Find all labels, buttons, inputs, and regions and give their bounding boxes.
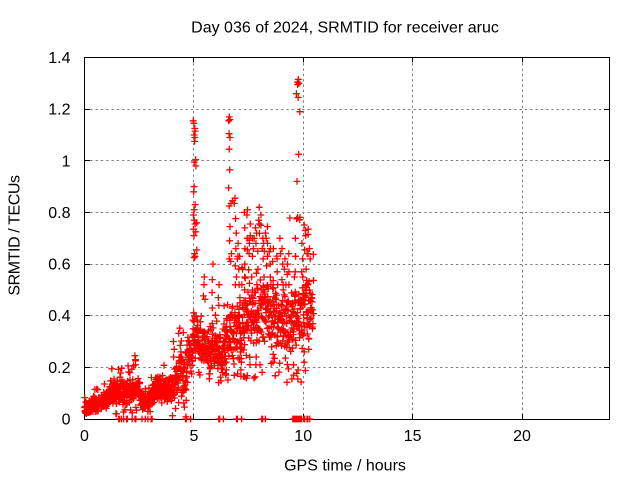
svg-text:0.2: 0.2 <box>48 360 70 377</box>
svg-text:GPS time / hours: GPS time / hours <box>284 458 406 475</box>
svg-text:1.2: 1.2 <box>48 102 70 119</box>
svg-text:0.4: 0.4 <box>48 308 70 325</box>
svg-text:1.4: 1.4 <box>48 50 70 67</box>
svg-text:1: 1 <box>62 153 71 170</box>
svg-text:15: 15 <box>404 428 422 445</box>
svg-text:0: 0 <box>80 428 89 445</box>
svg-text:SRMTID / TECUs: SRMTID / TECUs <box>7 175 24 296</box>
svg-text:0: 0 <box>62 412 71 429</box>
svg-text:5: 5 <box>189 428 198 445</box>
svg-text:10: 10 <box>294 428 312 445</box>
svg-text:Day 036 of 2024, SRMTID for re: Day 036 of 2024, SRMTID for receiver aru… <box>191 20 499 37</box>
svg-text:0.8: 0.8 <box>48 205 70 222</box>
svg-text:20: 20 <box>513 428 531 445</box>
svg-text:0.6: 0.6 <box>48 257 70 274</box>
